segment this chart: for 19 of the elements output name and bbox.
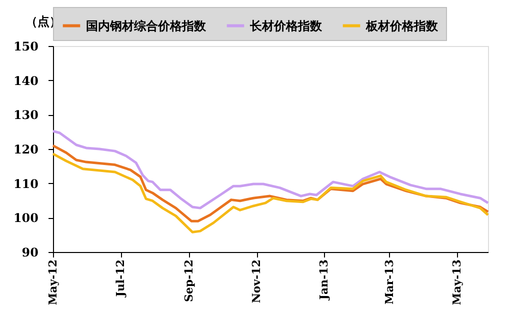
y-tick-label: 100 [13,211,38,226]
line-series [52,152,490,234]
legend-label: 长材价格指数 [249,18,323,33]
y-tick-label: 110 [13,176,38,191]
x-tick-label: Nov-12 [250,260,264,304]
x-tick-label: Sep-12 [182,260,196,302]
legend-label: 国内钢材综合价格指数 [86,18,207,33]
x-tick-label: Jan-13 [318,260,331,301]
x-tick-label: Mar-13 [382,260,396,304]
x-tick-label: May-12 [46,260,60,306]
x-tick-label: May-13 [450,260,464,306]
y-tick-label: 120 [13,142,38,156]
legend-label: 板材价格指数 [365,18,439,33]
y-tick-label: 130 [13,108,38,122]
y-tick-label: 140 [13,74,38,88]
y-tick-label: 150 [13,40,38,54]
line-series [52,130,490,210]
y-tick-label: 90 [22,246,38,260]
x-tick-label: Jul-12 [114,260,128,298]
